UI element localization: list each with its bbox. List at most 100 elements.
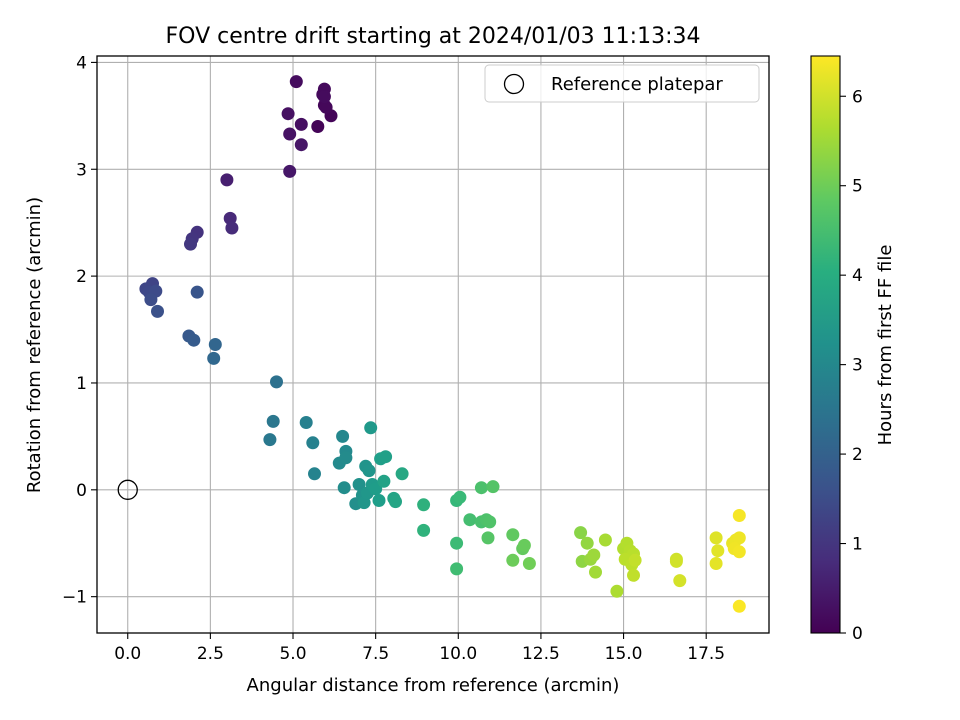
reference-marker [117, 479, 138, 500]
data-point [598, 533, 612, 547]
data-point [151, 304, 164, 318]
data-point [709, 557, 723, 570]
data-point [732, 599, 746, 613]
data-point [207, 351, 221, 365]
y-tick-label: 1 [76, 374, 87, 394]
x-tick-label: 17.5 [687, 644, 725, 664]
y-tick-label: 0 [76, 481, 87, 501]
data-point [263, 433, 277, 447]
x-tick-label: 2.5 [197, 644, 224, 664]
data-point [187, 333, 201, 347]
data-point [289, 75, 303, 89]
data-point [732, 509, 746, 522]
data-point [336, 429, 350, 443]
data-point [463, 513, 477, 527]
data-point [306, 436, 320, 450]
data-point [732, 545, 746, 559]
colorbar-tick-label: 6 [852, 87, 863, 107]
data-point [417, 523, 431, 537]
data-point [270, 375, 283, 389]
colorbar-tick-label: 3 [852, 356, 863, 376]
data-point [317, 90, 331, 104]
data-point [506, 553, 520, 567]
x-tick-label: 10.0 [439, 644, 477, 664]
data-point [711, 544, 725, 558]
data-point [311, 120, 325, 133]
legend-box [484, 64, 760, 103]
y-tick-label: −1 [62, 588, 87, 608]
data-point [669, 554, 683, 568]
data-point [587, 548, 601, 562]
reference-marker-group [117, 479, 138, 500]
legend: Reference platepar [484, 64, 760, 103]
data-point [362, 464, 376, 478]
data-point [208, 338, 222, 351]
colorbar-tick-label: 2 [852, 445, 863, 465]
data-point [574, 526, 588, 540]
colorbar-gradient [810, 55, 841, 634]
x-tick-label: 12.5 [522, 644, 560, 664]
legend-entry-reference: Reference platepar [551, 74, 723, 95]
plot-frame [96, 55, 770, 634]
data-point [339, 451, 353, 465]
x-axis-ticks: 0.0 2.5 5.0 7.5 10.0 12.5 15.0 17.5 [114, 633, 725, 664]
data-point [450, 536, 464, 550]
data-point [450, 562, 464, 576]
y-tick-label: 2 [76, 267, 87, 287]
data-point [580, 536, 594, 550]
data-point [589, 565, 602, 579]
colorbar-tick-label: 0 [852, 624, 863, 644]
data-point [308, 467, 321, 481]
x-tick-label: 15.0 [605, 644, 643, 664]
data-point [486, 480, 500, 494]
colorbar: 0 1 2 3 4 5 6 Hours from first FF file [810, 55, 896, 644]
data-point [483, 515, 497, 529]
scatter-points [139, 75, 746, 613]
data-point [474, 481, 488, 495]
data-point [395, 467, 409, 481]
data-point [709, 531, 723, 545]
colorbar-label: Hours from first FF file [875, 245, 896, 446]
x-axis-label: Angular distance from reference (arcmin) [247, 675, 620, 696]
data-point [299, 416, 313, 429]
data-point [627, 568, 640, 582]
data-point [417, 498, 431, 512]
data-point [352, 478, 366, 491]
data-point [281, 107, 295, 121]
legend-reference-icon [503, 73, 525, 95]
y-tick-label: 3 [76, 160, 87, 180]
colorbar-ticks: 0 1 2 3 4 5 6 [840, 87, 863, 644]
data-point [225, 221, 239, 235]
data-point [266, 414, 280, 428]
x-tick-label: 7.5 [362, 644, 389, 664]
colorbar-tick-label: 5 [852, 177, 863, 197]
data-point [294, 138, 308, 152]
data-point [673, 574, 687, 588]
y-axis-ticks: −1 0 1 2 3 4 [62, 53, 97, 608]
data-point [732, 531, 746, 545]
colorbar-tick-label: 1 [852, 535, 863, 555]
x-tick-label: 0.0 [114, 644, 141, 664]
data-point [389, 495, 402, 509]
y-axis-label: Rotation from reference (arcmin) [24, 197, 45, 493]
data-point [453, 490, 467, 504]
data-point [190, 285, 204, 299]
data-point [144, 293, 158, 307]
data-point [377, 474, 391, 488]
data-point [184, 237, 197, 251]
data-point [283, 127, 297, 141]
data-point [372, 494, 386, 507]
y-tick-label: 4 [76, 53, 87, 73]
data-point [517, 538, 531, 552]
data-point [223, 211, 237, 225]
colorbar-tick-label: 4 [852, 266, 863, 286]
data-point [369, 482, 383, 496]
data-point [506, 528, 520, 542]
data-point [379, 450, 393, 464]
data-point [610, 584, 624, 598]
data-point [294, 117, 308, 131]
data-point [364, 421, 378, 435]
grid-lines [97, 56, 769, 633]
chart-title: FOV centre drift starting at 2024/01/03 … [166, 24, 701, 49]
